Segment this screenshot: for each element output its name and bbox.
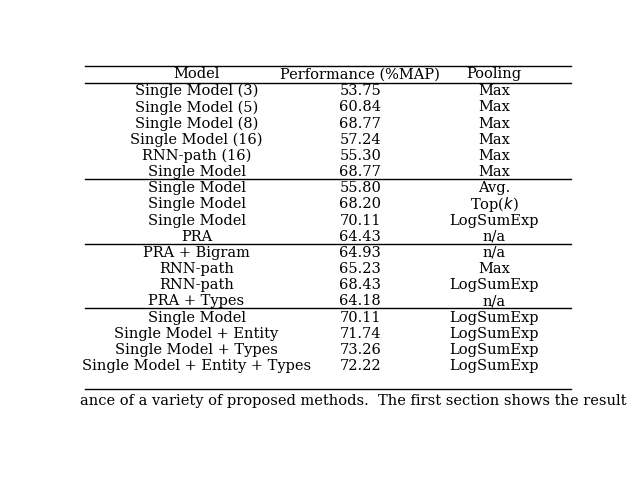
Text: PRA + Bigram: PRA + Bigram <box>143 246 250 260</box>
Text: 55.80: 55.80 <box>339 181 381 195</box>
Text: PRA: PRA <box>181 230 212 244</box>
Text: Single Model + Entity: Single Model + Entity <box>115 327 278 341</box>
Text: LogSumExp: LogSumExp <box>449 359 539 373</box>
Text: Max: Max <box>478 149 510 163</box>
Text: 64.93: 64.93 <box>339 246 381 260</box>
Text: Model: Model <box>173 67 220 81</box>
Text: Performance (%MAP): Performance (%MAP) <box>280 67 440 81</box>
Text: 68.43: 68.43 <box>339 278 381 292</box>
Text: Single Model: Single Model <box>148 165 246 179</box>
Text: 64.43: 64.43 <box>339 230 381 244</box>
Text: 73.26: 73.26 <box>339 343 381 357</box>
Text: n/a: n/a <box>483 295 506 309</box>
Text: Max: Max <box>478 100 510 114</box>
Text: Single Model (5): Single Model (5) <box>135 100 258 114</box>
Text: 72.22: 72.22 <box>339 359 381 373</box>
Text: 71.74: 71.74 <box>339 327 381 341</box>
Text: Max: Max <box>478 165 510 179</box>
Text: 68.77: 68.77 <box>339 165 381 179</box>
Text: Avg.: Avg. <box>478 181 510 195</box>
Text: Single Model (8): Single Model (8) <box>135 116 259 131</box>
Text: PRA + Types: PRA + Types <box>148 295 244 309</box>
Text: LogSumExp: LogSumExp <box>449 213 539 227</box>
Text: Top($k$): Top($k$) <box>470 195 518 214</box>
Text: LogSumExp: LogSumExp <box>449 278 539 292</box>
Text: Max: Max <box>478 133 510 147</box>
Text: Single Model: Single Model <box>148 181 246 195</box>
Text: RNN-path (16): RNN-path (16) <box>142 149 252 163</box>
Text: 70.11: 70.11 <box>339 311 381 325</box>
Text: RNN-path: RNN-path <box>159 278 234 292</box>
Text: 68.77: 68.77 <box>339 116 381 130</box>
Text: 55.30: 55.30 <box>339 149 381 163</box>
Text: Max: Max <box>478 84 510 98</box>
Text: 65.23: 65.23 <box>339 262 381 276</box>
Text: RNN-path: RNN-path <box>159 262 234 276</box>
Text: n/a: n/a <box>483 246 506 260</box>
Text: LogSumExp: LogSumExp <box>449 327 539 341</box>
Text: Single Model + Entity + Types: Single Model + Entity + Types <box>82 359 311 373</box>
Text: LogSumExp: LogSumExp <box>449 343 539 357</box>
Text: Pooling: Pooling <box>467 67 522 81</box>
Text: Max: Max <box>478 262 510 276</box>
Text: Single Model: Single Model <box>148 311 246 325</box>
Text: Max: Max <box>478 116 510 130</box>
Text: 64.18: 64.18 <box>339 295 381 309</box>
Text: 57.24: 57.24 <box>339 133 381 147</box>
Text: 70.11: 70.11 <box>339 213 381 227</box>
Text: LogSumExp: LogSumExp <box>449 311 539 325</box>
Text: 53.75: 53.75 <box>339 84 381 98</box>
Text: Single Model (3): Single Model (3) <box>135 84 259 99</box>
Text: Single Model: Single Model <box>148 213 246 227</box>
Text: Single Model (16): Single Model (16) <box>131 132 263 147</box>
Text: 68.20: 68.20 <box>339 198 381 212</box>
Text: n/a: n/a <box>483 230 506 244</box>
Text: ance of a variety of proposed methods.  The first section shows the result: ance of a variety of proposed methods. T… <box>80 394 627 408</box>
Text: Single Model: Single Model <box>148 198 246 212</box>
Text: 60.84: 60.84 <box>339 100 381 114</box>
Text: Single Model + Types: Single Model + Types <box>115 343 278 357</box>
